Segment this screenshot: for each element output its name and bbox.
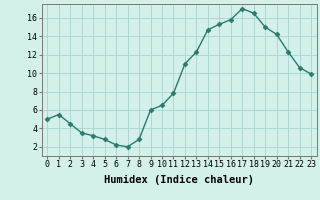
X-axis label: Humidex (Indice chaleur): Humidex (Indice chaleur) — [104, 175, 254, 185]
